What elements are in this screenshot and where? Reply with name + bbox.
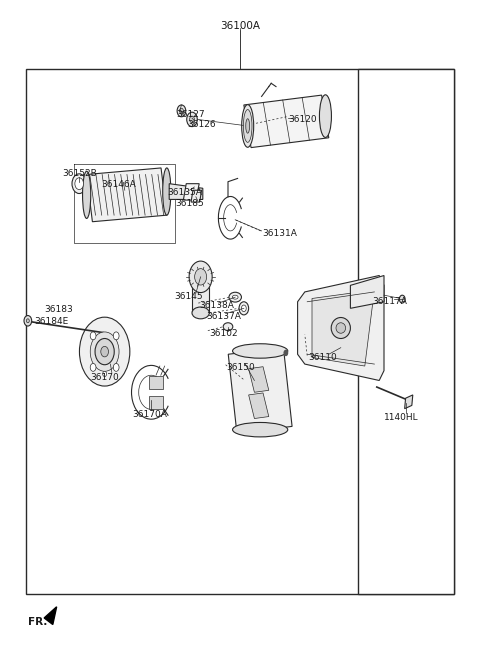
Text: 36170: 36170 [90,373,119,382]
Text: 36100A: 36100A [220,21,260,31]
Text: 36137A: 36137A [206,312,241,321]
Circle shape [113,363,119,371]
Ellipse shape [233,344,288,358]
Circle shape [24,316,32,326]
Circle shape [190,116,194,123]
Polygon shape [312,290,374,366]
Ellipse shape [223,323,233,331]
Circle shape [103,371,107,377]
Text: 36102: 36102 [209,329,238,338]
Ellipse shape [90,332,119,371]
Circle shape [90,332,96,340]
Text: 36183: 36183 [45,305,73,314]
Circle shape [75,178,84,190]
Bar [26,69,454,594]
Ellipse shape [232,295,238,299]
Text: 36127: 36127 [177,110,205,119]
Ellipse shape [195,269,206,285]
Ellipse shape [189,261,212,293]
Circle shape [187,112,197,127]
Circle shape [399,295,405,303]
Ellipse shape [233,422,288,437]
Ellipse shape [163,168,171,215]
Polygon shape [350,276,384,308]
Text: 36146A: 36146A [102,180,136,190]
Polygon shape [86,168,167,222]
Ellipse shape [192,307,209,319]
Ellipse shape [336,323,346,333]
Circle shape [101,346,108,357]
Ellipse shape [243,110,252,142]
Circle shape [241,305,246,312]
Text: 36120: 36120 [288,115,317,124]
Text: 36145: 36145 [174,292,203,301]
Text: 36135A: 36135A [167,188,202,197]
Circle shape [284,350,288,356]
Circle shape [26,319,29,323]
Text: 36152B: 36152B [62,169,97,178]
Circle shape [180,108,183,113]
Circle shape [72,174,86,194]
Text: FR.: FR. [28,617,47,627]
Text: 36184E: 36184E [35,317,69,326]
Polygon shape [249,367,269,392]
Ellipse shape [320,94,331,138]
Text: 36110: 36110 [308,353,337,362]
Ellipse shape [242,104,253,147]
Bar [358,69,454,594]
Ellipse shape [229,292,241,302]
Ellipse shape [83,171,91,218]
Ellipse shape [246,119,250,133]
Polygon shape [228,348,292,433]
Polygon shape [405,395,413,409]
Polygon shape [149,396,163,409]
Polygon shape [44,607,57,625]
Ellipse shape [79,317,130,386]
Text: 1140HL: 1140HL [384,413,419,422]
Text: 36185: 36185 [175,199,204,208]
Polygon shape [149,376,163,389]
Circle shape [90,363,96,371]
Text: 36126: 36126 [187,120,216,129]
Polygon shape [298,276,384,380]
Polygon shape [191,190,202,202]
Circle shape [95,338,114,365]
Ellipse shape [331,318,350,338]
Text: 36150: 36150 [227,363,255,372]
Text: 36170A: 36170A [132,410,167,419]
Polygon shape [169,184,203,199]
Circle shape [177,105,186,117]
Polygon shape [249,393,269,419]
Polygon shape [192,283,209,313]
Circle shape [239,302,249,315]
Polygon shape [244,95,329,148]
Polygon shape [183,184,199,200]
Text: 36131A: 36131A [263,229,298,238]
Circle shape [113,332,119,340]
Text: 36138A: 36138A [199,301,234,310]
Text: 36117A: 36117A [372,297,408,306]
